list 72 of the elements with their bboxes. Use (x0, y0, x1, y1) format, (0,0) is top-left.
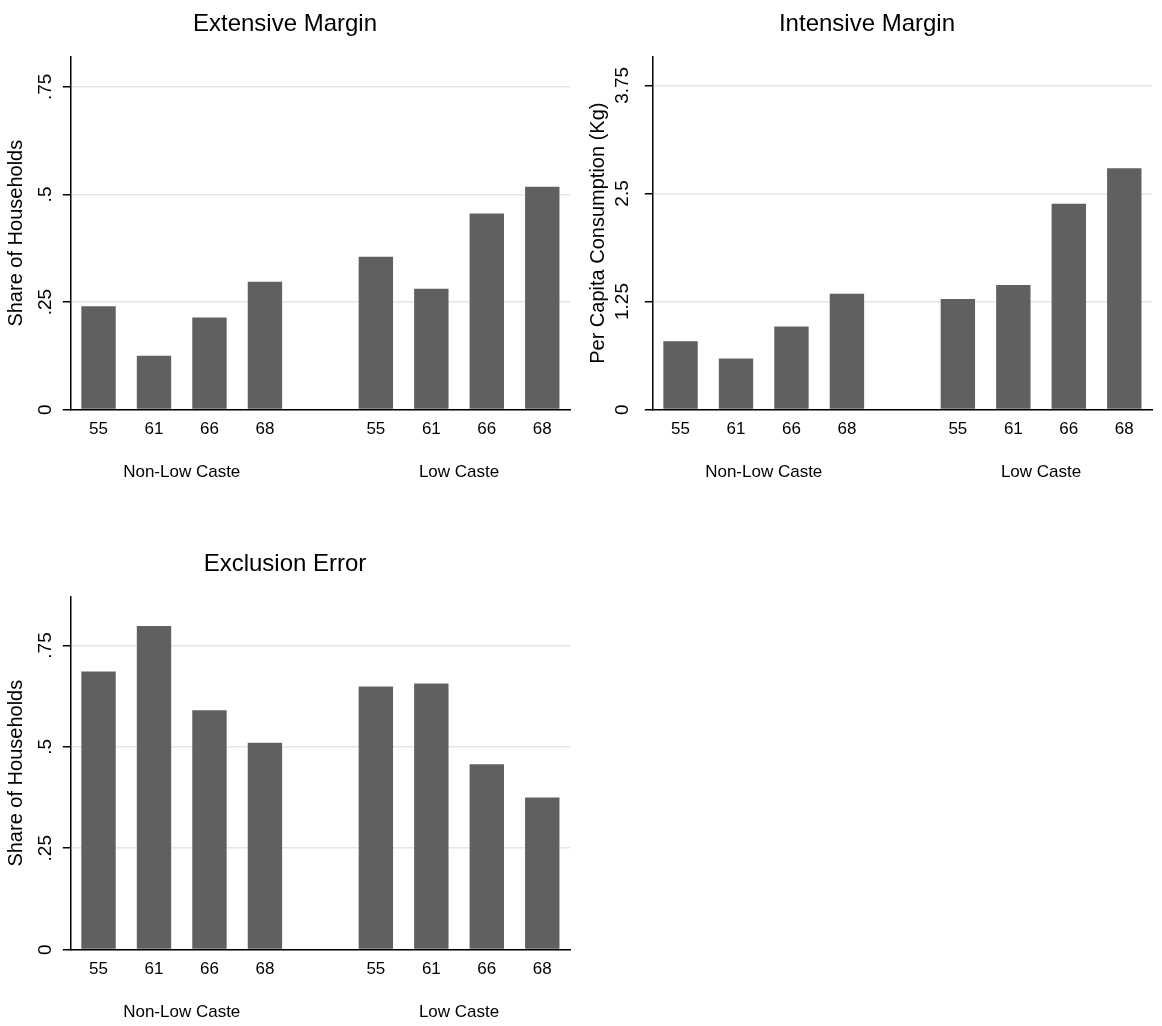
bar (1051, 203, 1086, 409)
bar (663, 341, 698, 409)
bar (136, 355, 172, 409)
bar (996, 285, 1031, 409)
x-tick-label: 61 (421, 419, 441, 439)
x-tick-label: 61 (144, 959, 164, 979)
bar (358, 686, 394, 949)
x-tick-label: 55 (89, 959, 108, 979)
y-tick-label: .25 (33, 835, 55, 862)
bar (525, 797, 560, 949)
x-tick-label: 66 (200, 959, 219, 979)
y-tick-label: .5 (33, 186, 55, 203)
x-tick-label: 68 (532, 959, 552, 979)
x-tick-label: 66 (200, 419, 219, 439)
bar (358, 256, 394, 409)
bar (1107, 168, 1142, 409)
bar (829, 293, 865, 409)
y-tick-label: 0 (610, 404, 632, 415)
x-tick-label: 55 (366, 419, 386, 439)
y-tick-label: 0 (33, 404, 55, 415)
chart-title: Extensive Margin (192, 9, 378, 37)
x-tick-label: 68 (255, 959, 275, 979)
chart-title: Intensive Margin (778, 9, 956, 37)
bar (81, 671, 116, 949)
text: Non-Low Caste (705, 462, 823, 482)
x-tick-label: 66 (477, 959, 497, 979)
bar (192, 317, 227, 409)
y-tick-label: 0 (33, 944, 55, 955)
y-axis-title: Share of Households (3, 679, 26, 867)
bar (469, 213, 504, 409)
y-tick-label: 3.75 (610, 66, 632, 104)
y-tick-label: .5 (33, 738, 55, 755)
x-tick-label: 68 (1114, 419, 1134, 439)
y-axis-title: Per Capita Consumption (Kg) (585, 102, 608, 364)
chart-title: Exclusion Error (203, 549, 367, 577)
y-tick-label: 1.25 (610, 283, 632, 320)
bar (774, 326, 809, 409)
bar (136, 626, 172, 949)
x-tick-label: 61 (726, 419, 746, 439)
x-tick-label: 55 (671, 419, 690, 439)
text: Low Caste (418, 1002, 500, 1022)
text: Low Caste (1000, 462, 1082, 482)
bar (414, 683, 449, 949)
x-tick-label: 68 (532, 419, 552, 439)
text: Non-Low Caste (123, 1002, 241, 1022)
y-axis-title: Share of Households (3, 139, 26, 327)
y-tick-label: .75 (33, 73, 55, 101)
bar (192, 710, 227, 949)
x-tick-label: 61 (421, 959, 441, 979)
bar (247, 281, 283, 409)
y-tick-label: 2.5 (610, 180, 632, 207)
bar (81, 306, 116, 409)
x-tick-label: 66 (477, 419, 497, 439)
x-tick-label: 66 (782, 419, 801, 439)
x-tick-label: 55 (948, 419, 968, 439)
y-tick-label: .75 (33, 632, 55, 659)
x-tick-label: 61 (144, 419, 164, 439)
bar (247, 742, 283, 949)
x-tick-label: 66 (1059, 419, 1079, 439)
bar (940, 298, 976, 409)
x-tick-label: 55 (89, 419, 108, 439)
x-tick-label: 55 (366, 959, 386, 979)
bar (469, 764, 504, 949)
x-tick-label: 68 (837, 419, 857, 439)
y-tick-label: .25 (33, 288, 55, 316)
bar (414, 288, 449, 409)
text: Non-Low Caste (123, 462, 241, 482)
bar (525, 186, 560, 409)
x-tick-label: 68 (255, 419, 275, 439)
text: Low Caste (418, 462, 500, 482)
bar (718, 358, 754, 409)
x-tick-label: 61 (1003, 419, 1023, 439)
